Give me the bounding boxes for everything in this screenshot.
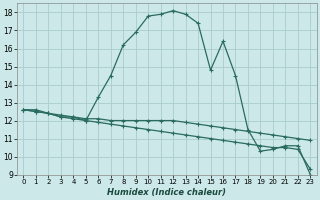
X-axis label: Humidex (Indice chaleur): Humidex (Indice chaleur) (108, 188, 226, 197)
